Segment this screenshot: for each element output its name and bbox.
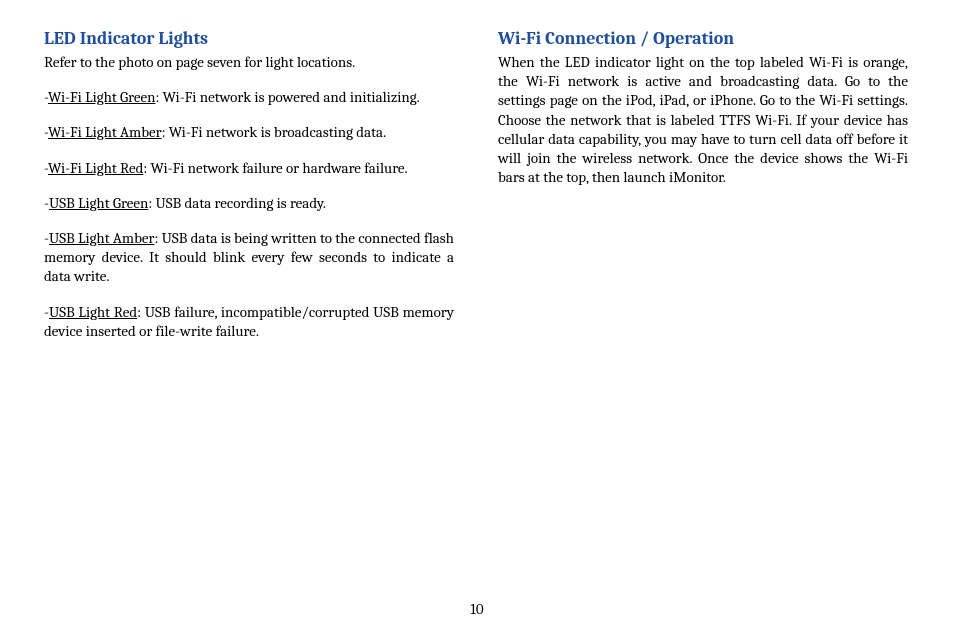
term-wifi-green: Wi-Fi Light Green: [48, 88, 155, 106]
term-usb-amber: USB Light Amber: [49, 229, 155, 247]
led-item-usb-red: -USB Light Red: USB failure, incompatibl…: [44, 303, 454, 341]
right-column: Wi-Fi Connection / Operation When the LE…: [498, 28, 908, 357]
led-item-wifi-red: -Wi-Fi Light Red: Wi-Fi network failure …: [44, 159, 454, 178]
page-number: 10: [0, 600, 954, 618]
heading-led-indicator-lights: LED Indicator Lights: [44, 28, 454, 49]
page: LED Indicator Lights Refer to the photo …: [0, 0, 954, 357]
wifi-connection-body: When the LED indicator light on the top …: [498, 53, 908, 187]
led-intro-paragraph: Refer to the photo on page seven for lig…: [44, 53, 454, 72]
desc-wifi-green: : Wi-Fi network is powered and initializ…: [155, 88, 419, 106]
led-item-usb-green: -USB Light Green: USB data recording is …: [44, 194, 454, 213]
heading-wifi-connection: Wi-Fi Connection / Operation: [498, 28, 908, 49]
term-usb-red: USB Light Red: [49, 303, 137, 321]
term-wifi-amber: Wi-Fi Light Amber: [48, 123, 162, 141]
desc-usb-green: : USB data recording is ready.: [148, 194, 326, 212]
led-item-wifi-green: -Wi-Fi Light Green: Wi-Fi network is pow…: [44, 88, 454, 107]
desc-wifi-amber: : Wi-Fi network is broadcasting data.: [162, 123, 387, 141]
desc-wifi-red: : Wi-Fi network failure or hardware fail…: [143, 159, 407, 177]
led-item-usb-amber: -USB Light Amber: USB data is being writ…: [44, 229, 454, 287]
term-usb-green: USB Light Green: [49, 194, 148, 212]
term-wifi-red: Wi-Fi Light Red: [48, 159, 143, 177]
left-column: LED Indicator Lights Refer to the photo …: [44, 28, 454, 357]
led-item-wifi-amber: -Wi-Fi Light Amber: Wi-Fi network is bro…: [44, 123, 454, 142]
